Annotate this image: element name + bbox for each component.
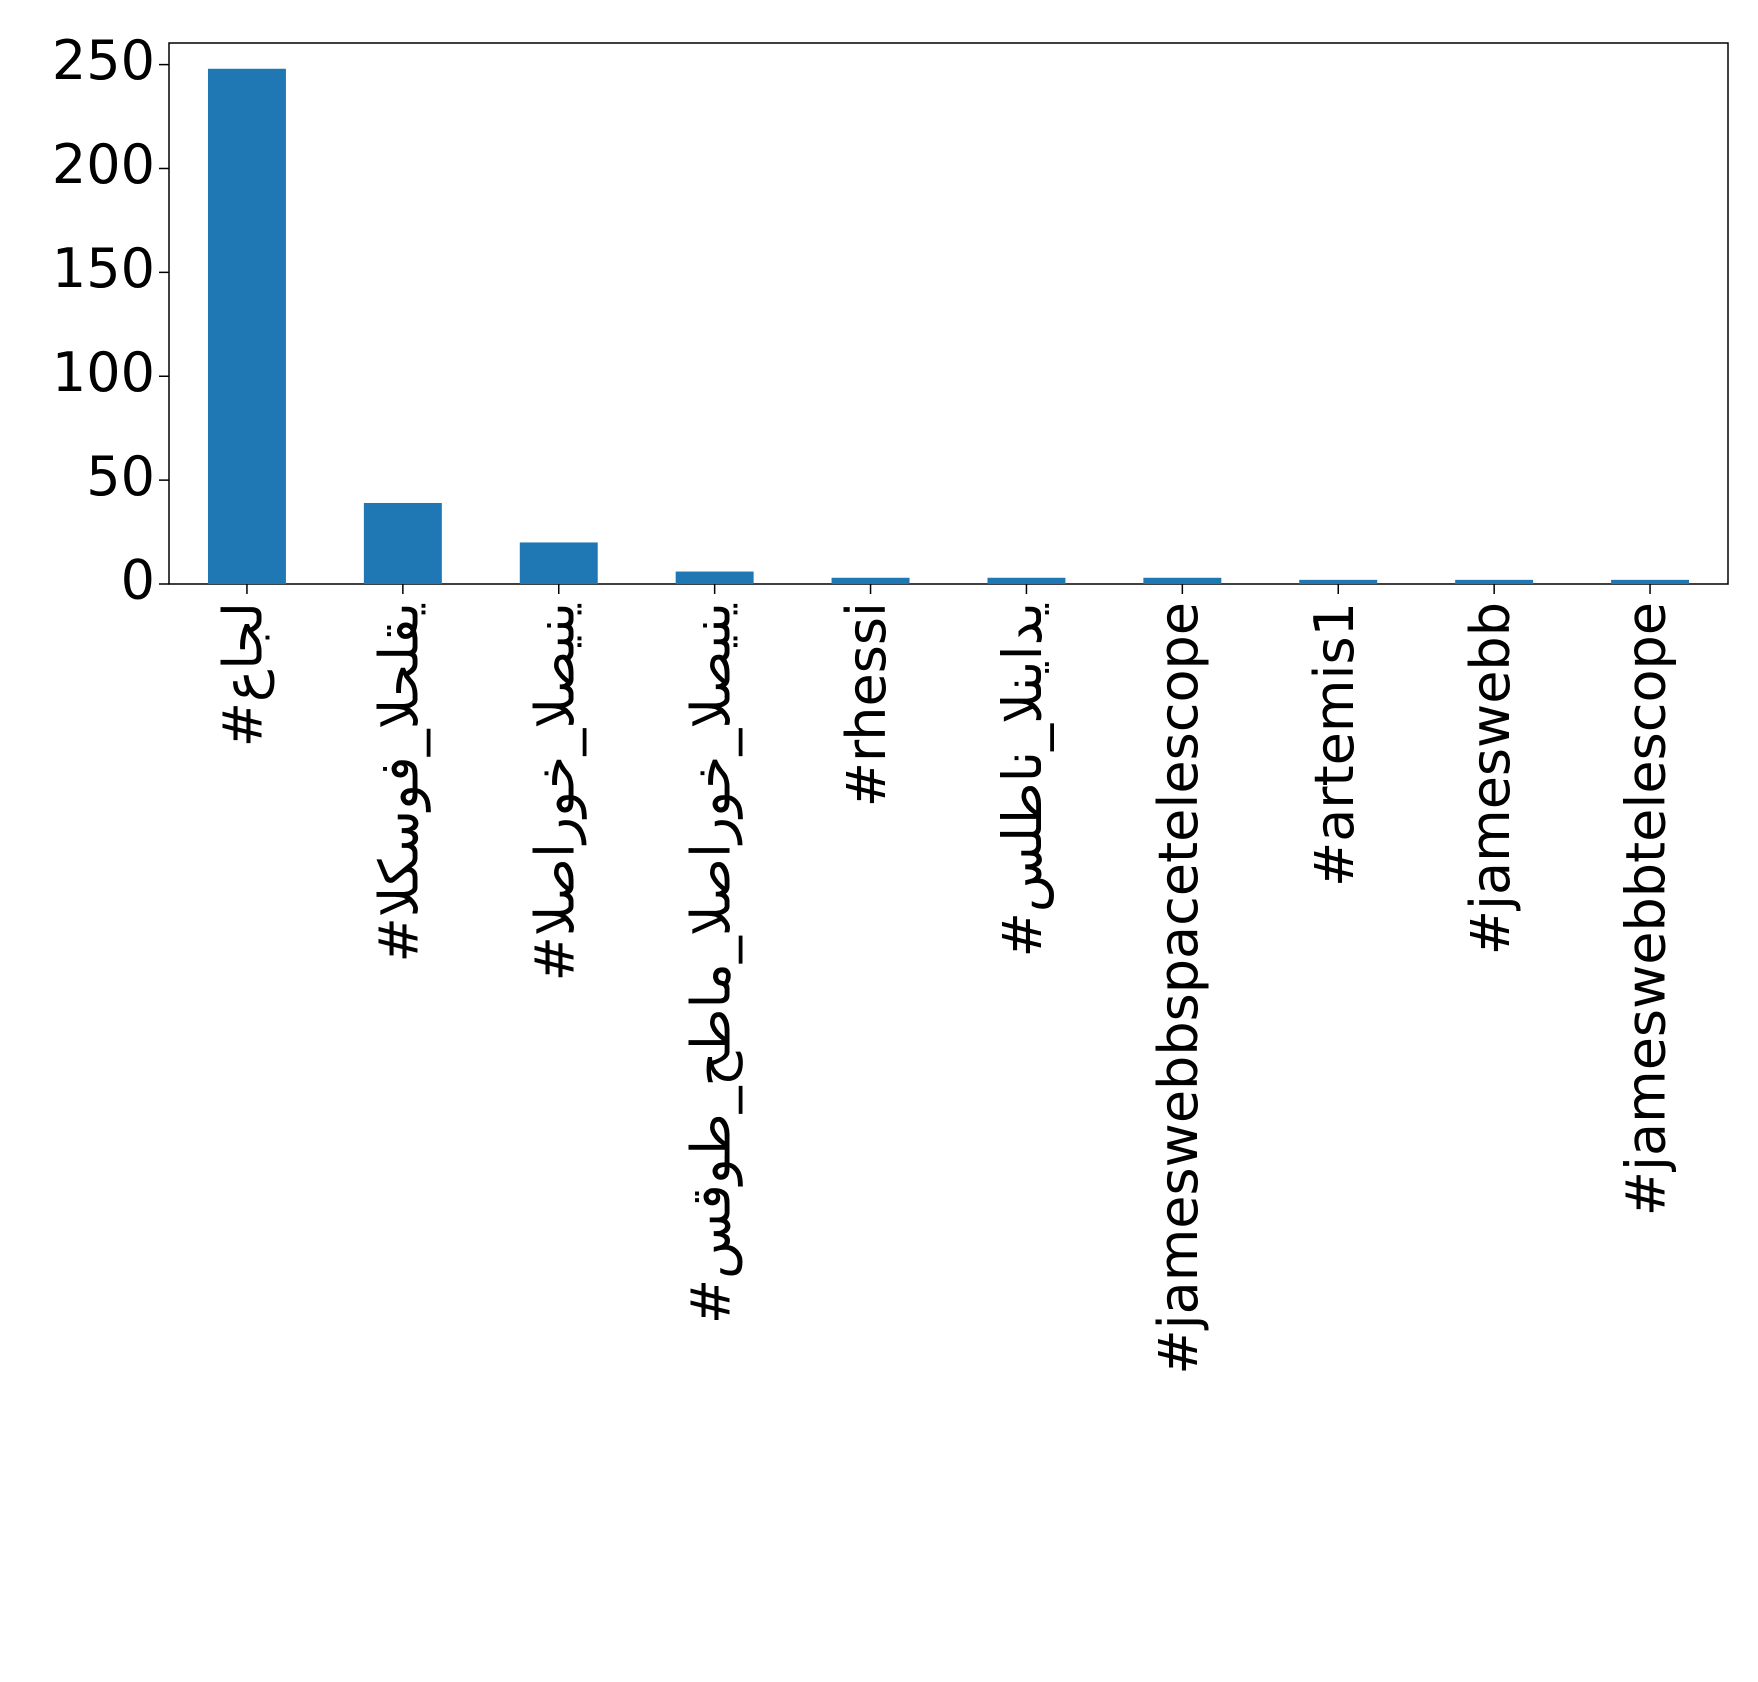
y-tick-label: 150 (52, 237, 155, 300)
bar (831, 577, 910, 584)
x-tick-label: #jameswebbtelescope (1615, 602, 1678, 1216)
bar (1143, 577, 1222, 584)
y-tick-label: 200 (52, 133, 155, 196)
x-tick-label: #سلطان_النيادي (991, 602, 1054, 957)
x-tick-label: #عاجل (212, 602, 275, 747)
x-tick-label: #artemis1 (1303, 602, 1366, 887)
bar (1299, 579, 1378, 584)
y-tick-label: 50 (86, 445, 155, 508)
x-tick-label: #الكسوف_الحلقي (367, 602, 430, 963)
bar (207, 68, 286, 584)
y-tick-label: 0 (121, 549, 155, 612)
x-tick-label: #jameswebbspacetelescope (1147, 602, 1210, 1375)
bar (1455, 579, 1534, 584)
y-tick-label: 100 (52, 341, 155, 404)
bar (675, 571, 754, 584)
x-tick-label: #الصاروخ_الصيني (523, 602, 586, 981)
x-tick-label: #jameswebb (1459, 602, 1522, 955)
y-tick-label: 250 (52, 29, 155, 92)
plot-frame (168, 42, 1729, 585)
bar (1611, 579, 1690, 584)
x-tick-label: #سقوط_حطام_الصاروخ_الصيني (679, 602, 743, 1324)
bar (363, 502, 442, 584)
bar (987, 577, 1066, 584)
bar (519, 542, 598, 584)
x-tick-label: #rhessi (835, 602, 898, 807)
